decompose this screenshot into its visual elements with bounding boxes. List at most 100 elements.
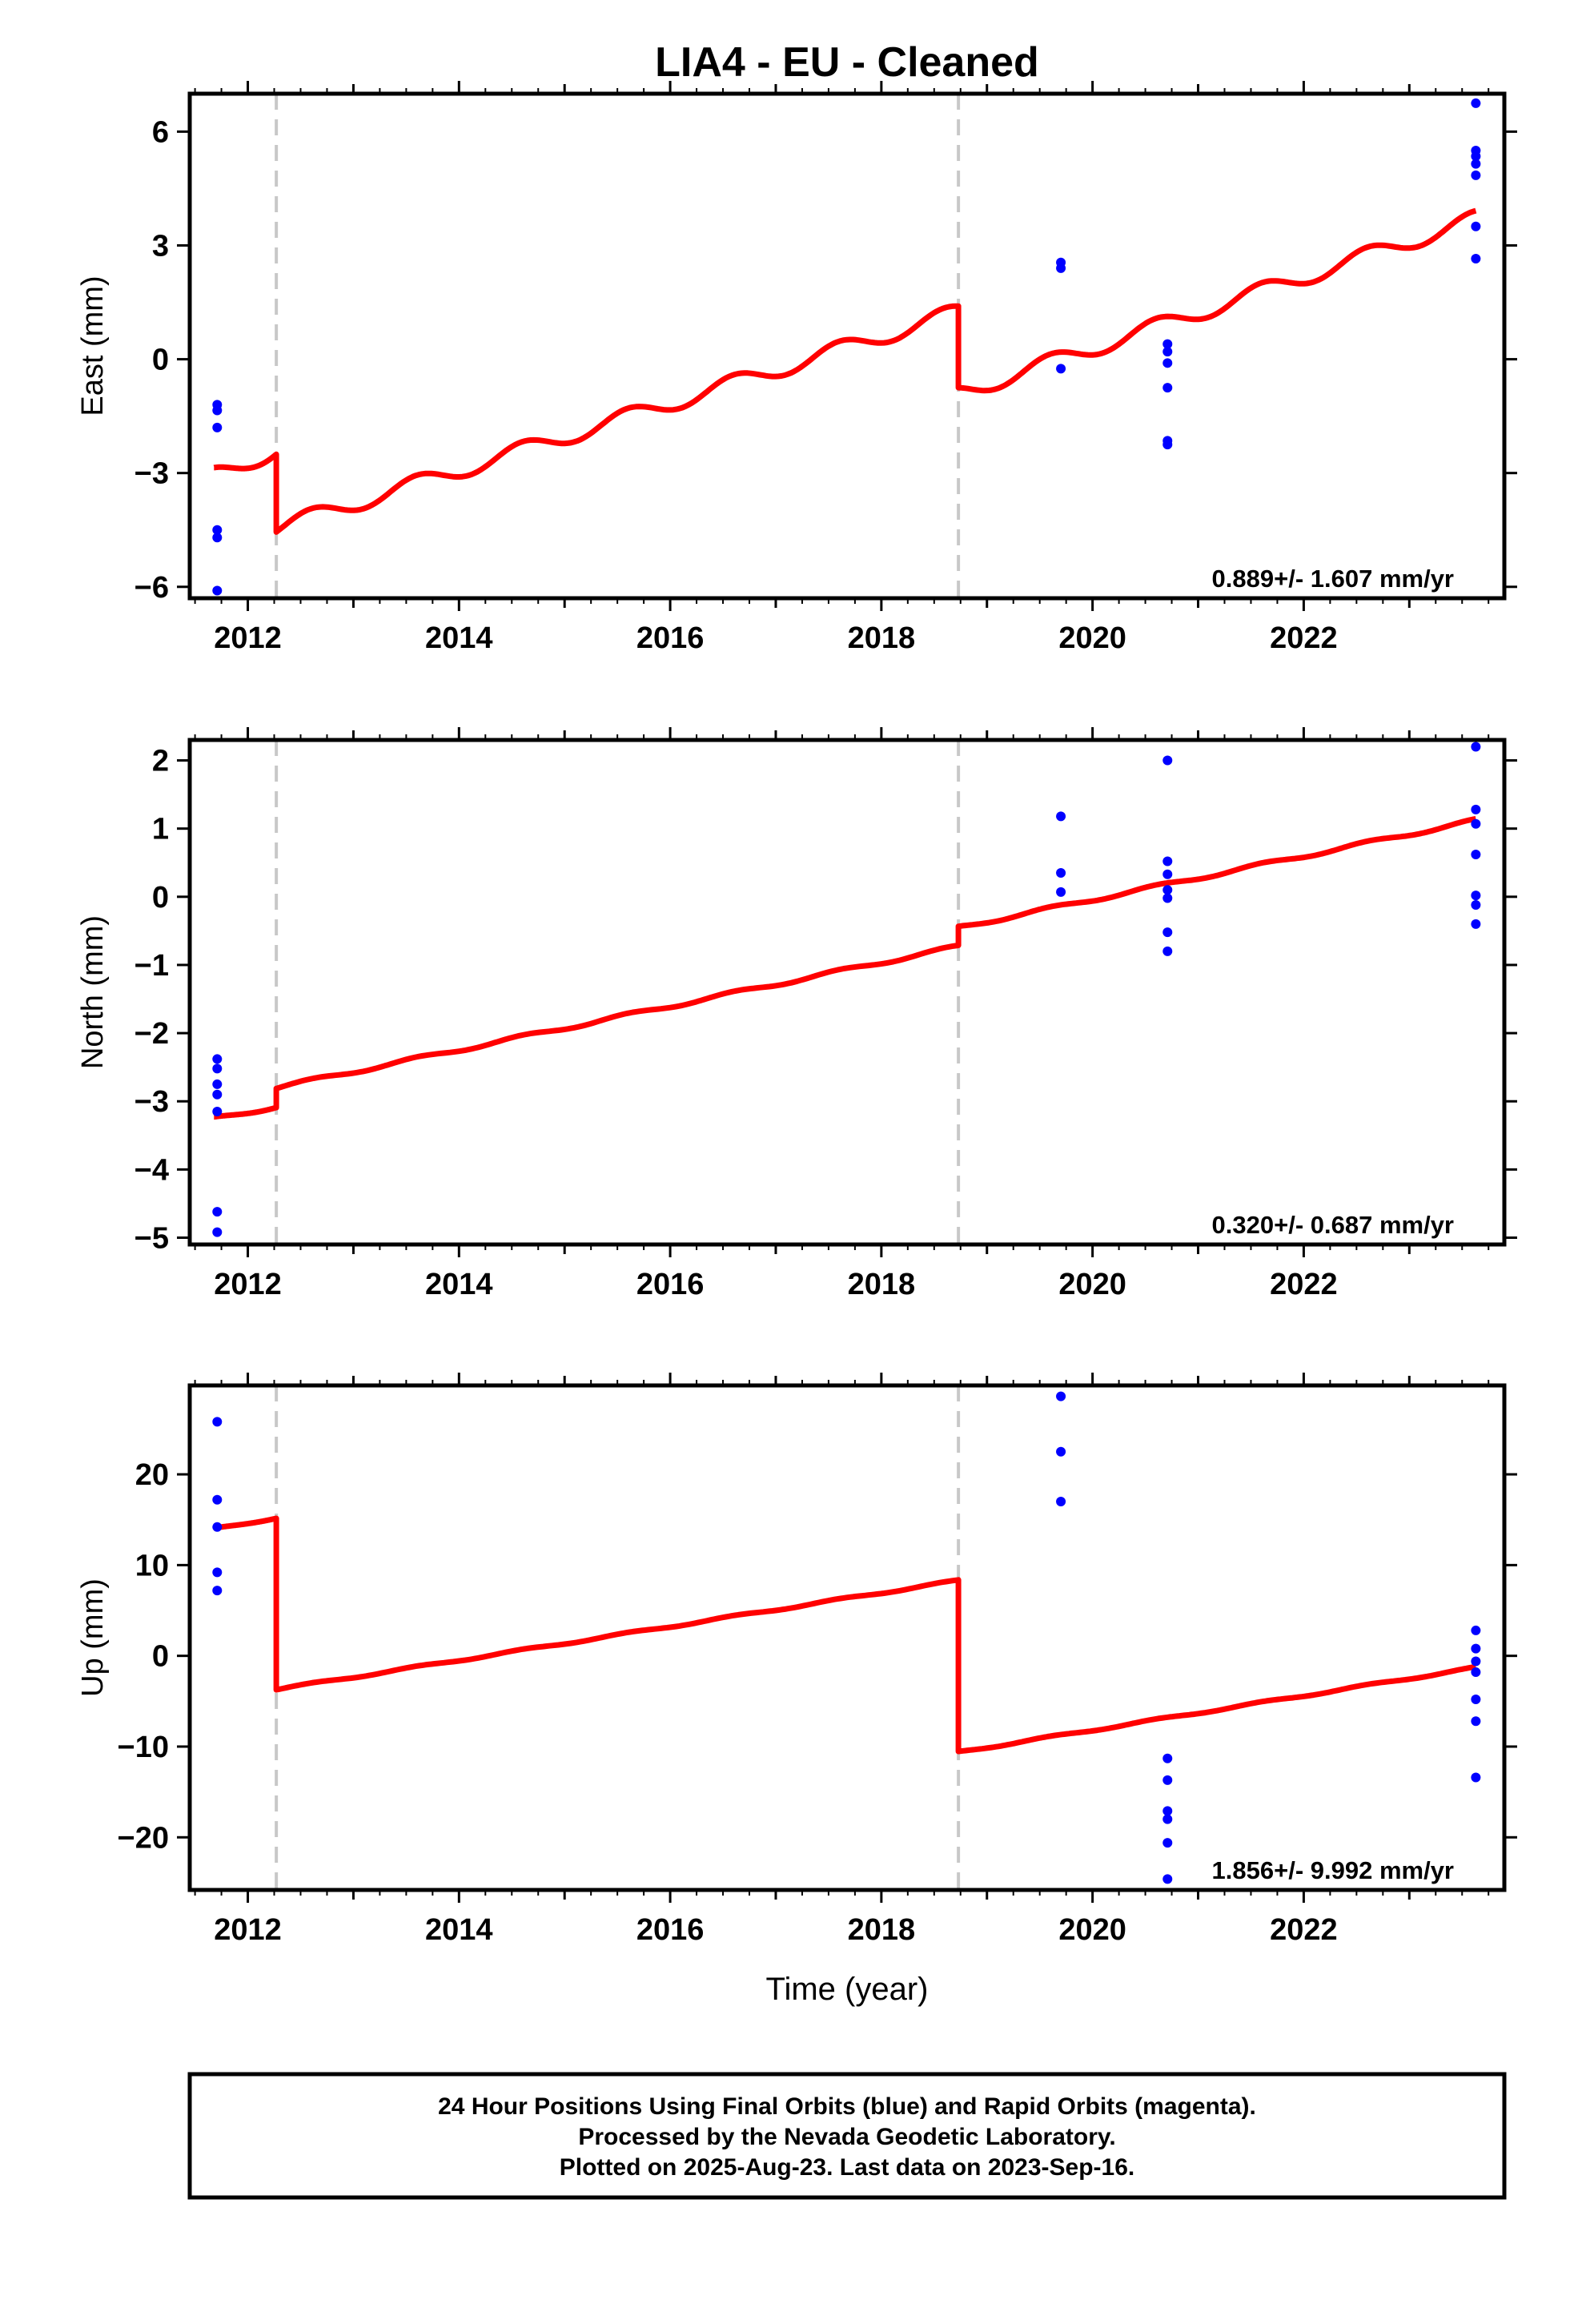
data-point [1162, 1874, 1173, 1884]
x-tick-label: 2016 [636, 1913, 705, 1947]
data-point [1162, 339, 1173, 349]
data-point [212, 1089, 223, 1100]
x-tick-label: 2012 [214, 1913, 282, 1947]
data-point [212, 1417, 223, 1427]
data-point [212, 533, 223, 543]
data-point [1162, 347, 1173, 357]
x-tick-label: 2012 [214, 1268, 282, 1301]
data-point [1471, 151, 1481, 162]
data-point [212, 585, 223, 596]
footer-line-1: 24 Hour Positions Using Final Orbits (bl… [438, 2093, 1256, 2120]
y-tick-label: −3 [135, 457, 169, 491]
panel-frame [187, 738, 1507, 1247]
data-point [1471, 891, 1481, 901]
data-point [1471, 804, 1481, 814]
data-point [212, 1494, 223, 1505]
y-tick-label: −20 [118, 1821, 169, 1855]
data-point [212, 1063, 223, 1074]
model-line [211, 1515, 1476, 1755]
model-line [211, 815, 1476, 1120]
panel-up: −20 −10 0 10 20 2012 2014 2016 2018 2020 2022 Up (m… [76, 1373, 1517, 1947]
rate-annotation: 0.889+/- 1.607 mm/yr [1212, 565, 1454, 593]
x-tick-label: 2014 [425, 1268, 493, 1301]
data-point [1471, 170, 1481, 180]
y-tick-label: 2 [152, 745, 169, 778]
data-point [212, 1054, 223, 1064]
data-point [1471, 98, 1481, 108]
data-point [1162, 1806, 1173, 1816]
y-tick-label: 1 [152, 813, 169, 846]
model-line [211, 207, 1477, 535]
x-tick-label: 2018 [848, 1268, 916, 1301]
data-point [1471, 159, 1481, 169]
data-point [1056, 811, 1066, 822]
y-tick-label: 0 [152, 881, 169, 915]
y-tick-label: 10 [135, 1549, 169, 1582]
y-tick-label: −3 [135, 1085, 169, 1119]
data-point [1056, 263, 1066, 273]
y-tick-label: −1 [135, 949, 169, 983]
data-point [1471, 850, 1481, 860]
data-point [1162, 1775, 1173, 1785]
x-tick-label: 2022 [1270, 1913, 1338, 1947]
data-point [212, 1227, 223, 1237]
data-point [212, 525, 223, 535]
data-point [1162, 856, 1173, 866]
data-point [1056, 887, 1066, 897]
y-tick-label: −10 [118, 1731, 169, 1764]
x-tick-label: 2014 [425, 621, 493, 655]
data-point [1162, 893, 1173, 903]
data-point [212, 1207, 223, 1217]
x-tick-label: 2018 [848, 621, 916, 655]
x-tick-label: 2016 [636, 621, 705, 655]
data-point [1471, 1625, 1481, 1635]
y-tick-label: 6 [152, 115, 169, 149]
data-point [1471, 254, 1481, 264]
y-tick-label: 0 [152, 1640, 169, 1674]
data-point [1056, 364, 1066, 374]
y-tick-label: −5 [135, 1221, 169, 1255]
y-tick-label: 20 [135, 1458, 169, 1492]
data-point [212, 405, 223, 416]
data-point [1471, 1643, 1481, 1654]
panel-east: −6 −3 0 3 6 2012 2014 2016 2018 2020 2022 East (mm)… [76, 81, 1517, 655]
data-point [1162, 440, 1173, 450]
x-tick-label: 2020 [1058, 1268, 1126, 1301]
data-point [1471, 742, 1481, 752]
data-point [1471, 818, 1481, 829]
data-point [1056, 1391, 1066, 1401]
y-tick-label: −4 [135, 1153, 169, 1187]
data-point [212, 1586, 223, 1596]
data-point [212, 422, 223, 432]
data-point [1471, 1716, 1481, 1727]
data-point [1056, 868, 1066, 879]
panel-frame [187, 91, 1507, 601]
data-point [212, 1522, 223, 1532]
panel-north: −5 −4 −3 −2 −1 0 1 2 2012 2014 2016 2018 2020 2022 Nor… [76, 727, 1517, 1301]
footer-box [187, 2072, 1507, 2200]
x-axis-label: Time (year) [766, 1972, 929, 2007]
data-point [1471, 1772, 1481, 1783]
x-tick-label: 2022 [1270, 1268, 1338, 1301]
y-tick-label: 3 [152, 229, 169, 263]
data-point [1162, 1753, 1173, 1763]
data-point [1471, 1656, 1481, 1667]
data-point [1162, 755, 1173, 766]
data-point [212, 1106, 223, 1116]
y-tick-label: −2 [135, 1017, 169, 1051]
y-tick-label: −6 [135, 571, 169, 605]
data-point [1162, 1814, 1173, 1824]
data-point [1162, 1838, 1173, 1848]
data-point [1162, 946, 1173, 956]
data-point [1162, 358, 1173, 368]
y-axis-label: Up (mm) [76, 1578, 110, 1697]
x-tick-label: 2018 [848, 1913, 916, 1947]
x-tick-label: 2020 [1058, 621, 1126, 655]
footer-line-2: Processed by the Nevada Geodetic Laborat… [578, 2124, 1115, 2150]
rate-annotation: 1.856+/- 9.992 mm/yr [1212, 1856, 1454, 1884]
data-point [1162, 869, 1173, 879]
x-tick-label: 2014 [425, 1913, 493, 1947]
data-point [1471, 919, 1481, 929]
